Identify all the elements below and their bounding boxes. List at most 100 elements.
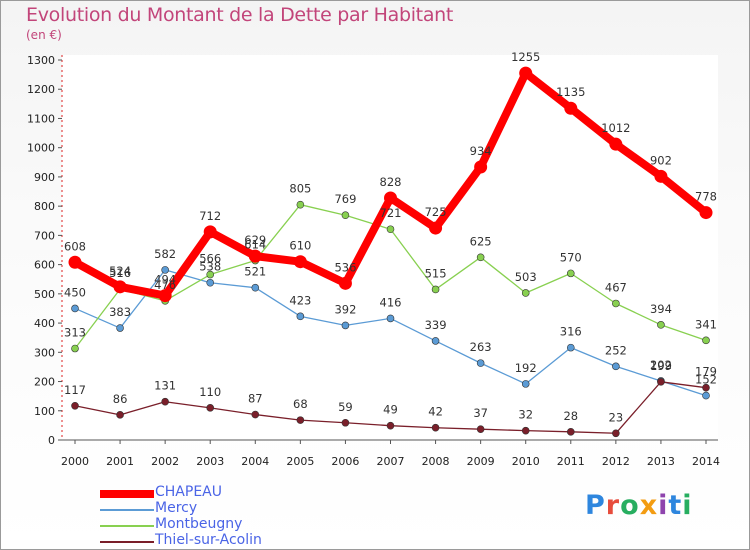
legend-swatch	[100, 509, 154, 511]
x-tick-label: 2001	[106, 455, 134, 468]
data-point	[702, 391, 710, 400]
data-point	[161, 266, 169, 274]
data-point	[476, 253, 485, 262]
data-label: 712	[199, 209, 221, 223]
data-label: 536	[334, 260, 356, 274]
data-point	[657, 378, 665, 386]
x-tick-label: 2004	[241, 455, 269, 468]
data-label: 805	[289, 182, 311, 196]
data-label: 252	[605, 343, 627, 357]
legend-swatch	[100, 541, 154, 543]
y-tick-label: 1300	[27, 54, 55, 67]
data-label: 202	[650, 358, 672, 372]
data-label: 339	[425, 318, 447, 332]
data-label: 32	[518, 408, 533, 422]
data-point	[566, 343, 575, 352]
data-point	[161, 397, 169, 406]
data-label: 37	[473, 406, 488, 420]
y-tick-label: 900	[34, 171, 55, 184]
data-point	[431, 285, 440, 294]
data-label: 503	[515, 270, 537, 284]
y-tick-label: 0	[48, 434, 55, 447]
data-point	[251, 410, 260, 419]
data-point	[476, 359, 485, 367]
data-point	[386, 225, 395, 234]
data-point	[699, 206, 713, 220]
data-label: 59	[338, 400, 353, 414]
data-label: 494	[154, 273, 176, 287]
data-point	[521, 289, 530, 297]
data-point	[566, 428, 575, 436]
data-label: 131	[154, 379, 176, 393]
data-point	[386, 421, 395, 430]
legend-label: Mercy	[155, 500, 198, 516]
x-tick-label: 2009	[467, 455, 495, 468]
data-point	[251, 283, 260, 292]
data-point	[612, 362, 620, 371]
data-label: 341	[695, 317, 717, 331]
x-tick-label: 2007	[377, 455, 405, 468]
data-label: 1255	[511, 50, 540, 64]
data-label: 392	[334, 302, 356, 316]
data-label: 1135	[556, 85, 585, 99]
data-label: 570	[560, 250, 582, 264]
data-label: 1012	[601, 121, 630, 135]
data-point	[71, 304, 79, 313]
data-point	[158, 289, 172, 303]
legend-label: Thiel-sur-Acolin	[155, 532, 262, 548]
data-point	[702, 336, 710, 345]
data-point	[116, 411, 124, 419]
data-point	[429, 221, 443, 235]
data-point	[657, 321, 665, 329]
data-label: 515	[425, 266, 447, 280]
data-label: 199	[650, 359, 672, 373]
x-tick-label: 2005	[286, 455, 314, 468]
data-point	[474, 160, 488, 174]
data-label: 629	[244, 233, 266, 247]
legend-label: CHAPEAU	[155, 484, 222, 500]
x-tick-label: 2010	[512, 455, 540, 468]
data-point	[296, 200, 305, 209]
data-point	[519, 66, 533, 80]
legend-swatch	[100, 490, 154, 498]
data-label: 582	[154, 247, 176, 261]
data-point	[296, 312, 305, 321]
data-label: 316	[560, 325, 582, 339]
x-tick-label: 2002	[151, 455, 179, 468]
data-point	[431, 337, 440, 345]
y-tick-label: 100	[34, 405, 55, 418]
data-label: 725	[425, 205, 447, 219]
data-point	[431, 423, 440, 432]
data-point	[476, 425, 485, 433]
data-point	[71, 344, 79, 353]
y-tick-label: 1000	[27, 142, 55, 155]
data-label: 721	[380, 206, 402, 220]
data-label: 902	[650, 153, 672, 167]
data-point	[609, 137, 623, 151]
data-label: 179	[695, 365, 717, 379]
y-tick-label: 300	[34, 346, 55, 359]
data-point	[206, 270, 215, 279]
data-point	[203, 225, 217, 239]
y-tick-label: 200	[34, 376, 55, 389]
data-label: 467	[605, 280, 627, 294]
chart-subtitle: (en €)	[26, 28, 62, 42]
data-label: 49	[383, 403, 398, 417]
plot-area	[62, 55, 718, 441]
data-point	[338, 276, 352, 290]
x-tick-label: 2012	[602, 455, 630, 468]
data-label: 566	[199, 252, 221, 266]
data-point	[341, 418, 350, 427]
data-label: 476	[154, 278, 176, 292]
data-label: 516	[109, 266, 131, 280]
data-label: 23	[609, 410, 624, 424]
data-label: 110	[199, 385, 221, 399]
data-point	[384, 191, 397, 205]
data-label: 313	[64, 326, 86, 340]
data-point	[702, 383, 710, 392]
data-point	[521, 380, 530, 388]
data-point	[113, 280, 127, 294]
data-point	[116, 324, 124, 332]
data-point	[341, 211, 350, 220]
